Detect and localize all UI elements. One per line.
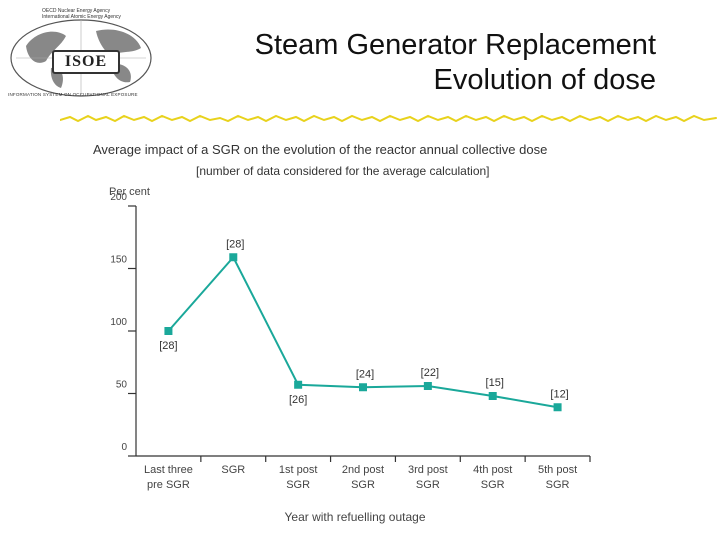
x-tick-label: SGR — [221, 464, 245, 476]
data-point — [553, 403, 562, 412]
logo-org-text: OECD Nuclear Energy Agency International… — [42, 8, 152, 20]
data-label: [28] — [226, 238, 244, 250]
slide-title: Steam Generator Replacement Evolution of… — [255, 28, 656, 98]
data-label: [15] — [486, 377, 504, 389]
chart-title: Average impact of a SGR on the evolution… — [93, 142, 548, 157]
x-tick-label: 1st post SGR — [279, 464, 318, 491]
data-label: [24] — [356, 368, 374, 380]
data-label: [22] — [421, 367, 439, 379]
y-axis-label: Per cent — [109, 186, 150, 198]
data-point — [294, 380, 303, 389]
x-tick-label: 4th post SGR — [473, 464, 512, 491]
isoe-logo: OECD Nuclear Energy Agency International… — [6, 6, 156, 100]
x-tick-label: 2nd post SGR — [342, 464, 384, 491]
data-point — [488, 392, 497, 400]
x-axis-label: Year with refuelling outage — [285, 510, 426, 524]
data-point — [359, 383, 367, 392]
x-tick-label: 5th post SGR — [538, 464, 577, 491]
slide-title-line1: Steam Generator Replacement — [254, 29, 656, 61]
data-point — [423, 382, 432, 390]
logo-org-line2: International Atomic Energy Agency — [42, 14, 121, 20]
y-tick-label: 200 — [110, 192, 127, 203]
x-tick-label: 3rd post SGR — [408, 464, 448, 491]
data-point — [164, 327, 173, 335]
y-tick-label: 50 — [116, 380, 128, 391]
logo-subtitle: INFORMATION SYSTEM ON OCCUPATIONAL EXPOS… — [8, 92, 138, 97]
logo-org-line1: OECD Nuclear Energy Agency — [42, 8, 111, 14]
y-tick-label: 150 — [110, 255, 127, 266]
data-label: [12] — [550, 388, 568, 400]
data-label: [26] — [289, 394, 307, 406]
slide-title-line2: Evolution of dose — [433, 64, 656, 96]
y-tick-label: 0 — [121, 442, 127, 453]
title-underline-decoration — [60, 114, 717, 123]
data-label: [28] — [159, 340, 177, 352]
data-point — [229, 253, 238, 262]
logo-name: ISOE — [52, 50, 120, 74]
chart-subtitle: [number of data considered for the avera… — [196, 164, 490, 178]
y-tick-label: 100 — [110, 317, 127, 328]
x-tick-label: Last three pre SGR — [144, 464, 193, 491]
